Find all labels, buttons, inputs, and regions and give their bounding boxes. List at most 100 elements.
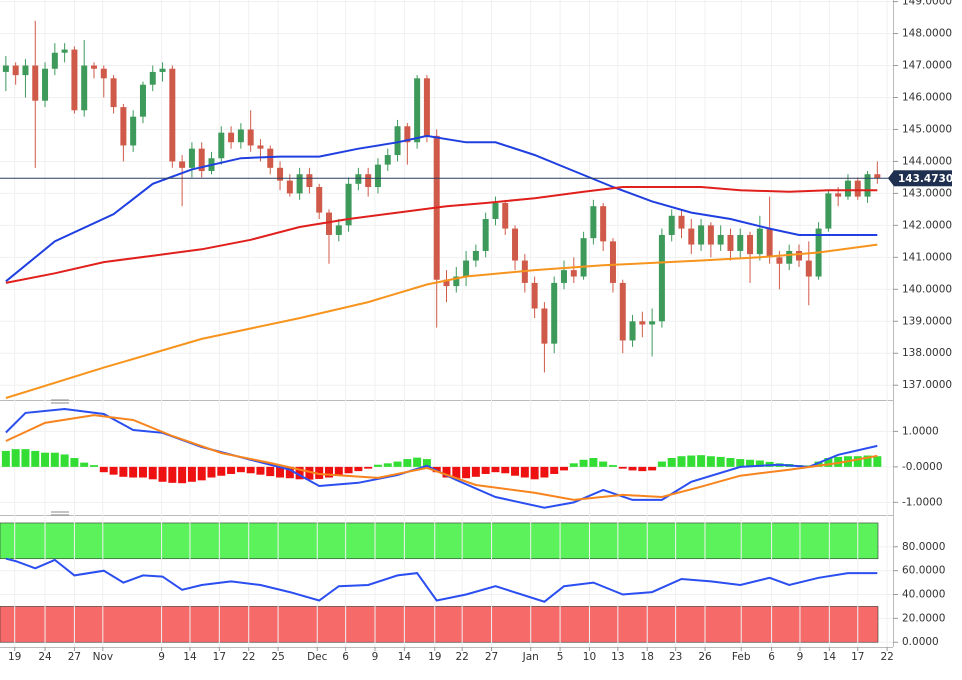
candle-body xyxy=(228,132,235,143)
histogram-bar xyxy=(1,450,10,467)
candle-body xyxy=(169,68,176,162)
histogram-bar xyxy=(422,459,431,467)
y-tick-label: 60.0000 xyxy=(902,565,945,577)
histogram-bar xyxy=(129,466,138,478)
histogram-bar xyxy=(569,463,578,467)
rsi-line xyxy=(5,557,878,603)
x-tick-label: Feb xyxy=(732,651,751,663)
histogram-bar xyxy=(148,466,157,480)
histogram-bar xyxy=(11,449,20,467)
histogram-bar xyxy=(227,466,236,474)
histogram-bar xyxy=(697,455,706,467)
candle-body xyxy=(854,180,861,197)
candle-body xyxy=(394,126,401,156)
histogram-bar xyxy=(256,466,265,475)
moving-average-line xyxy=(5,134,878,283)
candle-body xyxy=(22,65,29,76)
candle-body xyxy=(531,282,538,309)
histogram-bar xyxy=(873,456,882,467)
candle-body xyxy=(727,234,734,251)
histogram-bar xyxy=(246,466,255,474)
histogram-bar xyxy=(21,449,30,467)
histogram-bar xyxy=(266,466,275,477)
x-tick-label: 24 xyxy=(38,651,52,663)
candle-body xyxy=(658,234,665,322)
candle-body xyxy=(277,167,284,181)
x-tick-label: Dec xyxy=(307,651,328,663)
candle-body xyxy=(874,174,881,179)
macd-line xyxy=(5,414,878,501)
histogram-bar xyxy=(481,466,490,474)
candle-body xyxy=(355,174,362,184)
candle-body xyxy=(512,228,519,261)
histogram-bar xyxy=(442,466,451,478)
candle-body xyxy=(286,180,293,194)
candle-body xyxy=(600,206,607,242)
histogram-bar xyxy=(325,466,333,478)
x-tick-label: 25 xyxy=(271,651,284,663)
candle-body xyxy=(120,107,127,146)
panel-handle xyxy=(51,511,69,516)
x-tick-label: 22 xyxy=(880,651,893,663)
x-tick-label: 5 xyxy=(557,651,564,663)
x-tick-label: 13 xyxy=(611,651,624,663)
candle-body xyxy=(805,260,812,277)
y-tick-label: 139.0000 xyxy=(902,315,952,327)
y-tick-label: 140.0000 xyxy=(902,283,952,295)
histogram-bar xyxy=(41,452,50,467)
histogram-bar xyxy=(295,466,304,480)
candle-body xyxy=(472,250,479,261)
x-tick-label: 9 xyxy=(158,651,165,663)
candle-body xyxy=(61,49,68,53)
candle-body xyxy=(825,193,832,229)
x-tick-label: 14 xyxy=(183,651,197,663)
histogram-bar xyxy=(90,465,98,467)
candle-body xyxy=(737,234,744,251)
histogram-bar xyxy=(373,464,382,467)
x-tick-label: 23 xyxy=(669,651,682,663)
x-tick-label: 6 xyxy=(342,651,349,663)
x-tick-label: 27 xyxy=(485,651,498,663)
histogram-bar xyxy=(687,455,696,467)
histogram-bar xyxy=(393,461,402,467)
histogram-bar xyxy=(599,461,608,467)
histogram-bar xyxy=(413,457,422,467)
histogram-bar xyxy=(315,466,324,479)
histogram-bar xyxy=(589,458,598,467)
histogram-bar xyxy=(491,466,500,473)
candle-body xyxy=(590,206,597,239)
candle-body xyxy=(423,78,430,136)
candle-body xyxy=(296,174,303,194)
candle-body xyxy=(786,250,793,264)
candle-body xyxy=(864,174,871,197)
histogram-bar xyxy=(824,458,833,467)
y-tick-label: 20.0000 xyxy=(902,612,945,624)
y-tick-label: 142.0000 xyxy=(902,219,952,231)
y-tick-label: 137.0000 xyxy=(902,379,952,391)
y-tick-label: 146.0000 xyxy=(902,92,952,104)
histogram-bar xyxy=(814,461,823,467)
y-tick-label: 141.0000 xyxy=(902,251,952,263)
histogram-bar xyxy=(334,466,343,476)
y-tick-label: -1.0000 xyxy=(902,496,943,508)
histogram-bar xyxy=(109,466,118,475)
histogram-bar xyxy=(60,454,69,467)
histogram-bar xyxy=(736,459,745,467)
histogram-bar xyxy=(305,466,314,480)
rsi-band xyxy=(0,606,879,643)
y-tick-label: 40.0000 xyxy=(902,589,945,601)
histogram-bar xyxy=(168,466,177,483)
x-tick-label: 22 xyxy=(455,651,468,663)
x-tick-label: Nov xyxy=(93,651,114,663)
candle-body xyxy=(365,174,372,188)
candle-body xyxy=(81,65,88,111)
candle-body xyxy=(766,228,773,258)
candle-body xyxy=(561,270,567,283)
candle-body xyxy=(257,145,264,149)
candle-body xyxy=(12,65,19,76)
x-tick-label: Jan xyxy=(522,651,539,663)
histogram-bar xyxy=(207,466,216,478)
histogram-bar xyxy=(138,466,147,478)
